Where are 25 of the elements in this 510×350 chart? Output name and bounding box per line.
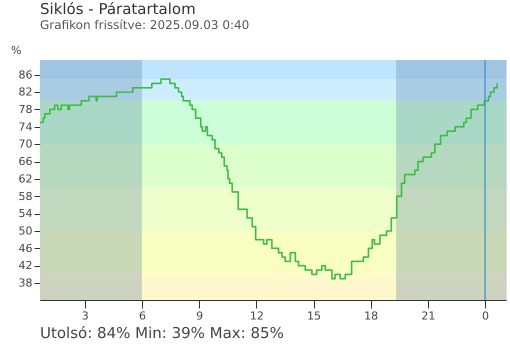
y-tick-label: 86 — [18, 68, 32, 82]
text: Utolsó: 84% Min: 39% Max: 85% — [40, 324, 284, 342]
y-tick-label: 82 — [18, 86, 32, 99]
y-tick-label: 46 — [18, 242, 32, 255]
x-tick-label: 15 — [307, 310, 321, 322]
y-tick-label: 42 — [18, 259, 32, 272]
chart-title: Siklós - Páratartalom — [40, 0, 196, 18]
y-tick-label: 58 — [18, 190, 32, 203]
y-tick-label: 50 — [18, 224, 32, 238]
y-tick-label: 78 — [18, 102, 32, 116]
y-axis-title: % — [11, 44, 22, 57]
y-tick-label: 74 — [18, 120, 32, 134]
x-tick-label: 6 — [138, 310, 146, 322]
x-tick-label: 12 — [250, 310, 264, 322]
x-tick-label: 9 — [196, 310, 204, 322]
y-tick-label: 62 — [18, 172, 32, 186]
x-tick-label: 18 — [364, 310, 378, 322]
chart-subtitle: Grafikon frissítve: 2025.09.03 0:40 — [40, 18, 250, 32]
y-tick-label: 70 — [18, 138, 32, 151]
x-tick-label: 21 — [421, 310, 436, 322]
x-tick-label: 0 — [482, 310, 490, 322]
y-tick-label: 66 — [18, 155, 32, 168]
y-tick-label: 38 — [18, 276, 32, 290]
x-tick-label: 3 — [82, 310, 89, 322]
y-tick-label: 54 — [18, 207, 32, 220]
